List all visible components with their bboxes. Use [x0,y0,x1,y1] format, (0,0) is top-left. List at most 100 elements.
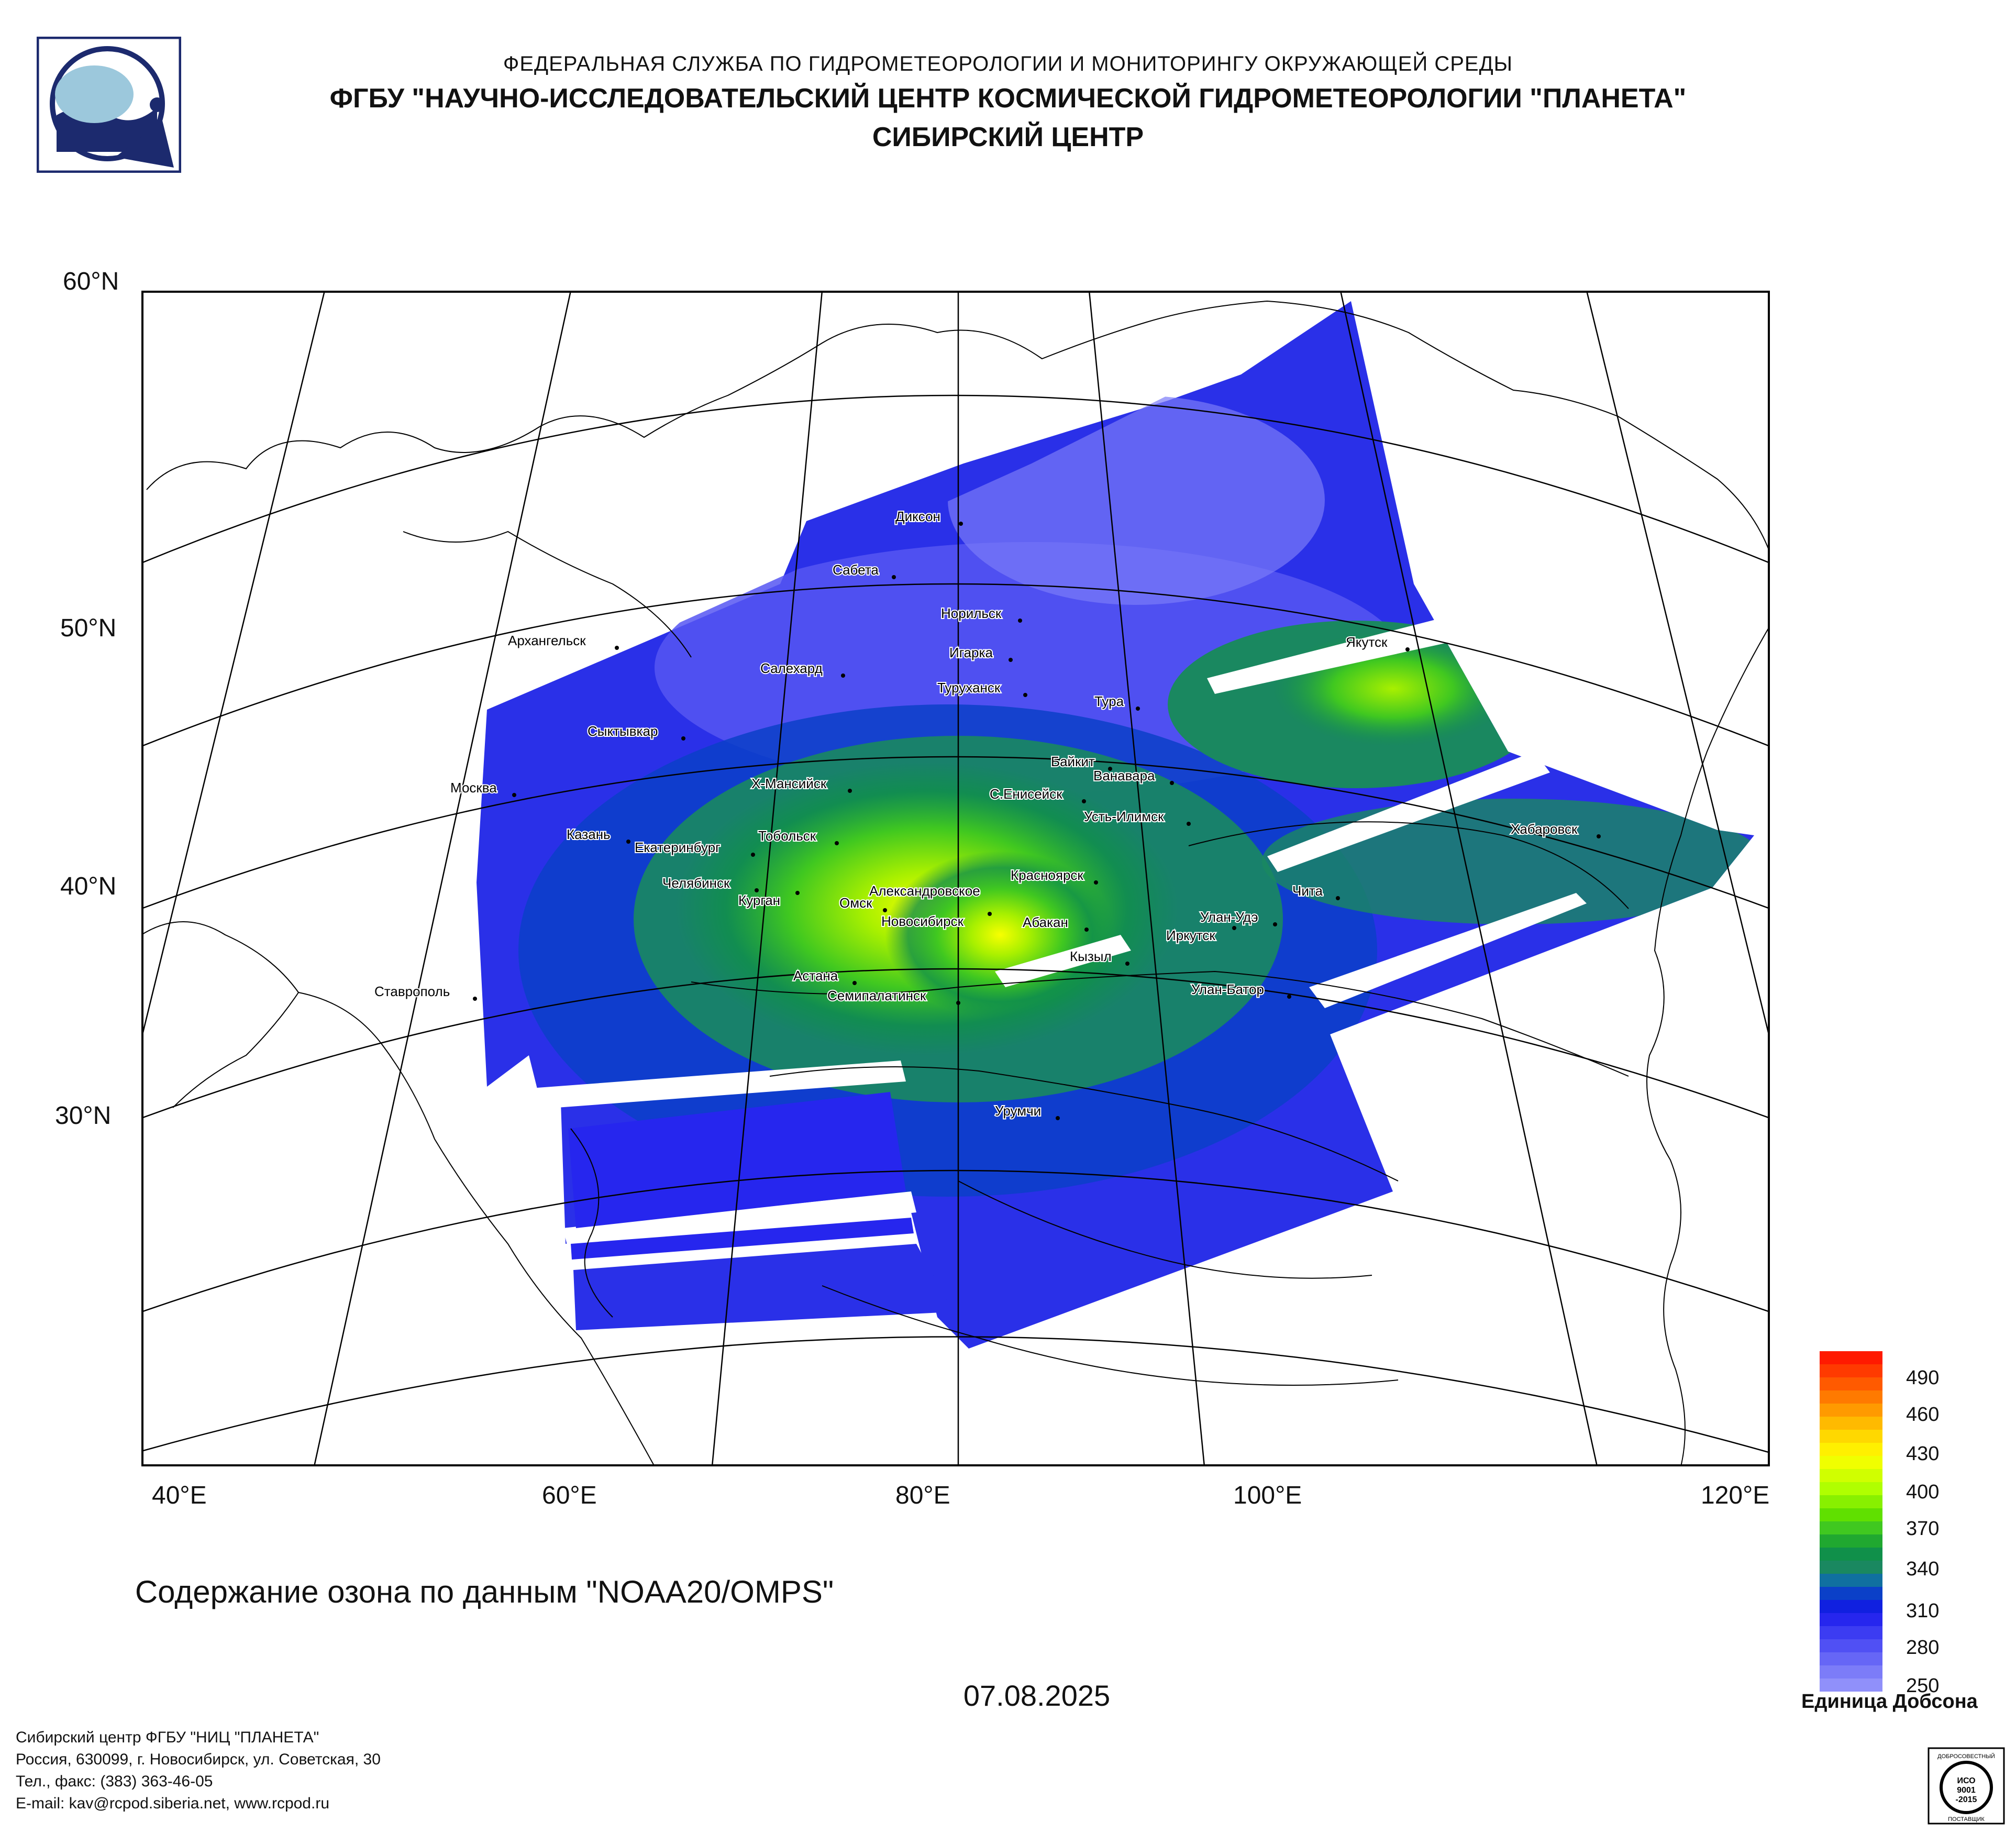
map-caption: Содержание озона по данным "NOAA20/OMPS" [135,1574,834,1609]
svg-text:Чита: Чита [1292,883,1323,899]
city-yekaterinburg: Екатеринбург [634,838,755,857]
center-title: СИБИРСКИЙ ЦЕНТР [872,122,1144,152]
institute-title: ФГБУ "НАУЧНО-ИССЛЕДОВАТЕЛЬСКИЙ ЦЕНТР КОС… [329,83,1687,114]
legend-swatch [1820,1639,1882,1653]
legend-tick-400: 400 [1906,1481,1940,1503]
city-kurgan: Курган [737,891,800,909]
footer-email[interactable]: E-mail: kav@rcpod.siberia.net, www.rcpod… [16,1795,330,1812]
city-irkutsk: Иркутск [1165,926,1236,944]
svg-text:9001: 9001 [1957,1786,1976,1795]
svg-text:Ставрополь: Ставрополь [374,984,450,999]
city-turukhansk: Туруханск [936,679,1027,697]
svg-text:Ванавара: Ванавара [1093,768,1155,783]
svg-text:-2015: -2015 [1956,1795,1977,1804]
city-astana: Астана [792,967,857,985]
city-khanty-mansiysk: Х-Мансийск [750,775,852,793]
lat-label-40n: 40°N [60,873,117,900]
city-s-yeniseysk: С.Енисейск [989,785,1086,803]
city-novosibirsk: Новосибирск [880,912,992,930]
svg-text:Сабета: Сабета [833,562,879,578]
svg-text:Семипалатинск: Семипалатинск [827,988,926,1003]
city-sabeta: Сабета [832,561,896,579]
svg-text:Курган: Курган [738,892,780,908]
legend-swatch [1820,1495,1882,1509]
city-semipalatinsk: Семипалатинск [826,987,960,1005]
lat-label-50n: 50°N [60,614,117,642]
city-norilsk: Норильск [940,604,1022,623]
legend-tick-280: 280 [1906,1637,1940,1659]
footer-org: Сибирский центр ФГБУ "НИЦ "ПЛАНЕТА" [16,1729,319,1746]
city-vanavara: Ванавара [1092,767,1174,785]
city-tura: Тура [1093,692,1140,711]
legend-swatch [1820,1679,1882,1692]
no-data-gaps [482,600,1587,1249]
ozone-map: Диксон Сабета Норильск Игарка Салехард Т… [141,291,1770,1466]
legend-swatch [1820,1390,1882,1404]
legend-swatch [1820,1587,1882,1600]
svg-text:Астана: Астана [793,968,838,984]
city-kazan: Казань [566,825,630,844]
legend-swatch [1820,1600,1882,1614]
svg-text:Улан-Удэ: Улан-Удэ [1200,909,1258,925]
city-omsk: Омск [838,894,887,912]
lon-label-60e: 60°E [542,1482,597,1509]
svg-text:Абакан: Абакан [1023,914,1068,930]
city-urumqi: Урумчи [994,1102,1060,1120]
svg-text:Х-Мансийск: Х-Мансийск [751,776,827,791]
city-ust-ilimsk: Усть-Илимск [1083,808,1191,826]
coastlines [141,300,1770,1466]
svg-text:Туруханск: Туруханск [937,680,1001,695]
legend-swatch [1820,1534,1882,1548]
svg-text:Екатеринбург: Екатеринбург [635,840,721,855]
svg-text:Салехард: Салехард [760,660,823,676]
city-abakan: Абакан [1022,913,1089,932]
ozone-strip-lower-1 [568,1092,906,1228]
legend-swatch [1820,1404,1882,1417]
svg-text:С.Енисейск: С.Енисейск [990,786,1062,802]
svg-text:Сыктывкар: Сыктывкар [588,723,658,739]
legend-swatch [1820,1508,1882,1522]
graticule [141,291,1770,1466]
city-dikson: Диксон [894,507,963,526]
legend-swatch [1820,1417,1882,1430]
svg-text:ПОСТАВЩИК: ПОСТАВЩИК [1948,1816,1985,1823]
footer-address: Россия, 630099, г. Новосибирск, ул. Сове… [16,1751,381,1768]
legend-swatch [1820,1377,1882,1391]
svg-text:Улан-Батор: Улан-Батор [1191,981,1264,997]
agency-title: ФЕДЕРАЛЬНАЯ СЛУЖБА ПО ГИДРОМЕТЕОРОЛОГИИ … [503,52,1513,75]
lon-label-120e: 120°E [1701,1482,1770,1509]
svg-text:Тура: Тура [1094,693,1124,709]
svg-text:Красноярск: Красноярск [1011,867,1083,883]
ozone-strip-lower-2 [571,1218,914,1260]
legend-tick-340: 340 [1906,1558,1940,1580]
lat-label-30n: 30°N [55,1102,112,1130]
city-markers: Диксон Сабета Норильск Игарка Салехард Т… [373,507,1601,1120]
city-chelyabinsk: Челябинск [661,874,759,892]
city-tobolsk: Тобольск [757,827,839,845]
city-ulan-ude: Улан-Удэ [1199,908,1277,926]
city-moscow: Москва [449,779,516,797]
planeta-logo [37,37,181,173]
svg-text:Тобольск: Тобольск [758,828,816,844]
svg-text:Иркутск: Иркутск [1166,927,1215,943]
lon-label-100e: 100°E [1233,1482,1302,1509]
city-yakutsk: Якутск [1345,633,1410,652]
legend-tick-370: 370 [1906,1518,1940,1540]
legend-swatch [1820,1613,1882,1627]
svg-text:Архангельск: Архангельск [508,633,586,648]
legend-swatch [1820,1364,1882,1378]
legend-tick-310: 310 [1906,1600,1940,1622]
svg-text:Москва: Москва [450,780,497,796]
city-krasnoyarsk: Красноярск [1010,866,1098,885]
svg-text:Байкит: Байкит [1051,754,1095,769]
legend-swatch [1820,1351,1882,1365]
legend-swatch [1820,1574,1882,1587]
legend-swatch [1820,1626,1882,1640]
legend-swatch [1820,1443,1882,1456]
legend-unit: Единица Добсона [1801,1691,1978,1713]
svg-text:Казань: Казань [567,826,611,842]
svg-text:Усть-Илимск: Усть-Илимск [1084,809,1164,824]
legend-tick-250: 250 [1906,1675,1940,1697]
svg-text:Игарка: Игарка [949,645,993,660]
city-chita: Чита [1291,882,1340,900]
